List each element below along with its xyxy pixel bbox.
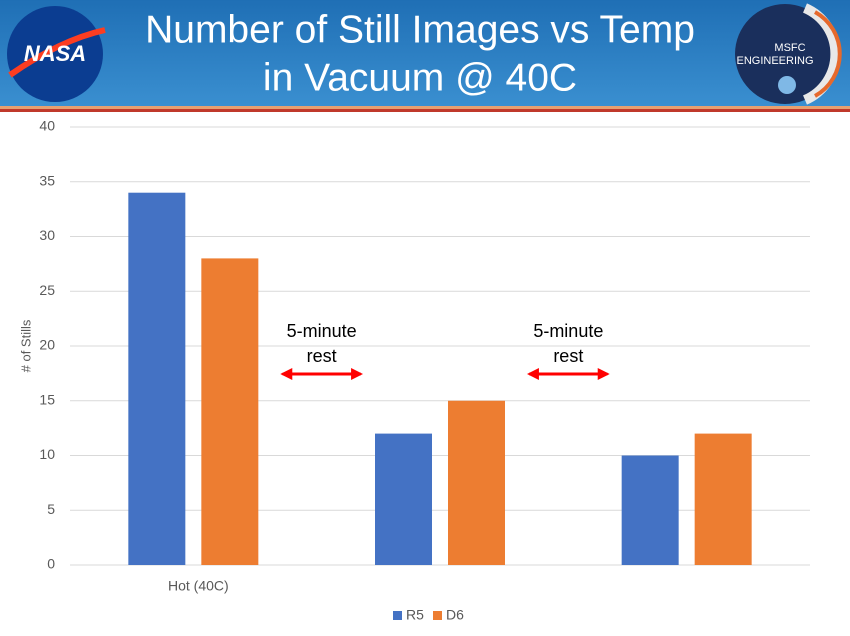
- header-stripe: [0, 106, 850, 109]
- nasa-logo: NASA: [7, 6, 106, 102]
- y-tick-label: 35: [39, 172, 55, 188]
- logo-text: ENGINEERING: [736, 55, 813, 67]
- logo-text: MSFC: [774, 42, 805, 54]
- chart-title: Number of Still Images vs Temp: [145, 8, 695, 51]
- chart-title: in Vacuum @ 40C: [263, 56, 577, 99]
- y-tick-label: 25: [39, 282, 55, 298]
- bar: [448, 400, 505, 565]
- y-tick-label: 10: [39, 446, 55, 462]
- legend-swatch: [393, 611, 402, 620]
- y-tick-label: 30: [39, 227, 55, 243]
- legend-label: R5: [406, 607, 424, 623]
- y-tick-label: 0: [47, 556, 55, 572]
- annotation: rest: [307, 346, 337, 366]
- bar: [201, 258, 259, 565]
- legend-label: D6: [446, 607, 464, 623]
- legend-swatch: [433, 611, 442, 620]
- annotation: 5-minute: [287, 321, 357, 341]
- header-band: [0, 0, 850, 106]
- annotation: rest: [553, 346, 583, 366]
- y-axis-title: # of Stills: [18, 319, 33, 372]
- bar: [621, 455, 679, 565]
- bar: [128, 192, 186, 565]
- y-tick-label: 20: [39, 337, 55, 353]
- bar: [694, 433, 752, 565]
- bar: [375, 433, 432, 565]
- header-stripe: [0, 109, 850, 112]
- y-tick-label: 40: [39, 118, 55, 134]
- annotation: 5-minute: [533, 321, 603, 341]
- msfc-logo: MSFC ENGINEERING: [735, 3, 842, 105]
- x-tick-label: Hot (40C): [168, 578, 229, 594]
- logo-text: NASA: [24, 41, 86, 66]
- y-tick-label: 5: [47, 501, 55, 517]
- y-tick-label: 15: [39, 391, 55, 407]
